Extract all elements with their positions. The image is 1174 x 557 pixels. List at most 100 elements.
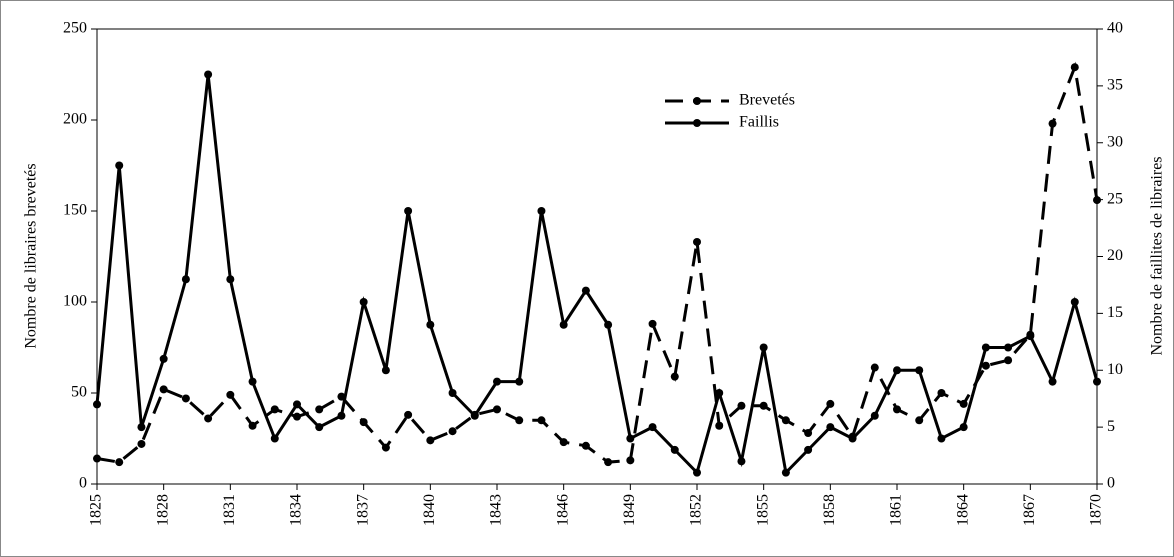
series-marker xyxy=(648,319,657,328)
series-marker xyxy=(448,389,457,397)
series-marker xyxy=(937,389,946,397)
series-marker xyxy=(870,363,879,372)
series-marker xyxy=(715,389,724,397)
y2-tick-label: 10 xyxy=(1107,361,1123,378)
y2-tick-label: 35 xyxy=(1107,77,1123,94)
series-marker xyxy=(626,456,635,465)
series-marker xyxy=(426,320,435,329)
series-marker xyxy=(804,445,813,454)
series-marker xyxy=(315,405,324,414)
series-marker xyxy=(137,439,146,448)
y-tick-label: 200 xyxy=(63,111,87,128)
series-marker xyxy=(559,438,568,447)
series-marker xyxy=(270,405,279,414)
series-marker xyxy=(1048,119,1057,128)
series-marker xyxy=(181,394,190,403)
y-tick-label: 100 xyxy=(63,293,87,310)
series-marker xyxy=(359,418,368,427)
series-marker xyxy=(648,423,657,432)
series-marker xyxy=(759,401,768,410)
y2-tick-label: 25 xyxy=(1107,190,1123,207)
series-marker xyxy=(1004,356,1013,365)
series-marker xyxy=(826,399,835,408)
x-tick-label: 1834 xyxy=(288,494,305,526)
x-tick-label: 1858 xyxy=(821,494,838,526)
series-marker xyxy=(359,298,368,306)
legend-marker xyxy=(693,97,701,105)
series-marker xyxy=(959,399,968,408)
series-marker xyxy=(381,366,390,375)
series-marker xyxy=(915,416,924,425)
series-marker xyxy=(337,411,346,420)
series-marker xyxy=(493,377,501,386)
series-line xyxy=(95,74,1099,476)
series-marker xyxy=(159,354,168,363)
series-marker xyxy=(1093,377,1101,386)
x-tick-label: 1852 xyxy=(688,494,705,526)
series-marker xyxy=(870,411,879,420)
series-marker xyxy=(315,423,324,432)
series-marker xyxy=(426,436,435,445)
y2-tick-label: 40 xyxy=(1107,20,1123,37)
series-marker xyxy=(804,429,813,438)
series-marker xyxy=(470,411,479,420)
series-marker xyxy=(1070,298,1079,306)
series-marker xyxy=(204,414,213,423)
series-marker xyxy=(226,390,235,399)
x-tick-label: 1825 xyxy=(88,494,105,526)
series-marker xyxy=(737,457,746,466)
series-marker xyxy=(159,385,168,394)
series-marker xyxy=(737,401,746,410)
y2-tick-label: 0 xyxy=(1107,475,1115,492)
series-marker xyxy=(715,421,724,430)
series-marker xyxy=(293,412,301,421)
series-marker xyxy=(137,423,146,432)
series-marker xyxy=(693,237,701,246)
series-marker xyxy=(293,400,301,409)
y2-tick-label: 20 xyxy=(1107,247,1123,264)
series-marker xyxy=(626,434,635,443)
series-marker xyxy=(893,366,901,375)
x-tick-label: 1831 xyxy=(221,494,238,526)
series-marker xyxy=(381,443,390,452)
series-marker xyxy=(670,445,679,454)
series-marker xyxy=(448,427,457,436)
series-marker xyxy=(1026,332,1035,341)
y-tick-label: 50 xyxy=(71,384,87,401)
series-marker xyxy=(693,468,701,477)
y2-axis-label: Nombre de faillites de libraires xyxy=(1149,156,1166,355)
series-marker xyxy=(93,400,101,409)
series-marker xyxy=(1093,196,1101,205)
series-marker xyxy=(248,377,257,386)
series-marker xyxy=(915,366,924,375)
y-tick-label: 250 xyxy=(63,20,87,37)
legend-label: Brevetés xyxy=(739,92,795,109)
series-marker xyxy=(181,275,190,284)
y-axis-label: Nombre de libraires brevetés xyxy=(23,163,40,348)
series-marker xyxy=(115,458,124,467)
series-marker xyxy=(670,372,679,381)
series-marker xyxy=(826,423,835,432)
y-tick-label: 0 xyxy=(79,475,87,492)
series-marker xyxy=(1070,63,1079,72)
legend-marker xyxy=(693,119,701,127)
x-tick-label: 1861 xyxy=(888,494,905,526)
series-marker xyxy=(226,275,235,284)
series-marker xyxy=(959,423,968,432)
x-tick-label: 1837 xyxy=(354,494,371,526)
y-tick-label: 150 xyxy=(63,202,87,219)
series-marker xyxy=(981,343,990,352)
series-marker xyxy=(404,207,413,215)
series-marker xyxy=(537,416,546,425)
series-marker xyxy=(759,343,768,352)
series-marker xyxy=(93,454,101,463)
x-tick-label: 1846 xyxy=(554,494,571,526)
series-marker xyxy=(404,410,413,419)
series-marker xyxy=(1048,377,1057,386)
y2-tick-label: 15 xyxy=(1107,304,1123,321)
x-tick-label: 1828 xyxy=(154,494,171,526)
series-marker xyxy=(537,207,546,215)
x-tick-label: 1855 xyxy=(754,494,771,526)
series-marker xyxy=(270,434,279,443)
